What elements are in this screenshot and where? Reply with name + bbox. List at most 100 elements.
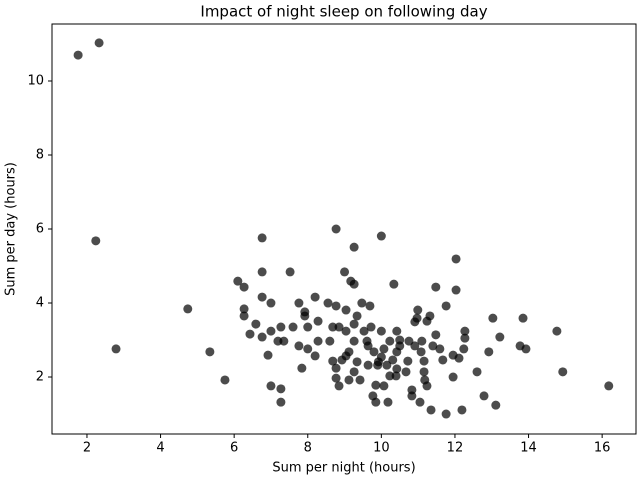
point: [334, 322, 344, 332]
point: [331, 301, 341, 311]
y-tick-label: 6: [36, 222, 44, 237]
x-tick-label: 2: [83, 441, 91, 456]
x-tick-label: 8: [304, 441, 312, 456]
point: [355, 375, 365, 385]
point: [479, 391, 489, 401]
point: [425, 311, 435, 321]
point: [366, 322, 376, 332]
point: [303, 344, 313, 354]
point: [417, 336, 427, 346]
point: [294, 298, 304, 308]
point: [266, 326, 276, 336]
point: [294, 341, 304, 351]
point: [257, 233, 267, 243]
point: [521, 344, 531, 354]
point: [331, 363, 341, 373]
point: [297, 363, 307, 373]
point: [441, 409, 451, 419]
point: [239, 282, 249, 292]
point: [313, 316, 323, 326]
point: [73, 50, 83, 60]
point: [376, 231, 386, 241]
x-tick-label: 10: [373, 441, 390, 456]
point: [415, 397, 425, 407]
point: [407, 385, 417, 395]
point: [460, 326, 470, 336]
point: [472, 367, 482, 377]
x-tick-label: 4: [156, 441, 164, 456]
point: [328, 322, 338, 332]
point: [276, 384, 286, 394]
point: [388, 355, 398, 365]
point: [300, 307, 310, 317]
point: [266, 298, 276, 308]
point: [111, 344, 121, 354]
point: [457, 405, 467, 415]
point: [239, 311, 249, 321]
point: [328, 356, 338, 366]
point: [385, 371, 395, 381]
point: [451, 285, 461, 295]
x-tick-label: 6: [230, 441, 238, 456]
point: [357, 298, 367, 308]
point: [359, 326, 369, 336]
point: [239, 304, 249, 314]
point: [413, 305, 423, 315]
point: [91, 236, 101, 246]
point: [459, 344, 469, 354]
point: [257, 332, 267, 342]
point: [257, 292, 267, 302]
point: [426, 405, 436, 415]
point: [257, 267, 267, 277]
point: [403, 356, 413, 366]
y-tick-label: 8: [36, 147, 44, 162]
x-tick-label: 12: [447, 441, 464, 456]
point: [303, 322, 313, 332]
plot-area: [73, 38, 614, 419]
point: [392, 364, 402, 374]
point: [371, 380, 381, 390]
point: [379, 381, 389, 391]
point: [276, 397, 286, 407]
point: [285, 267, 295, 277]
point: [448, 372, 458, 382]
point: [349, 367, 359, 377]
point: [279, 336, 289, 346]
point: [392, 326, 402, 336]
point: [263, 350, 273, 360]
point: [352, 311, 362, 321]
x-tick-label: 16: [594, 441, 611, 456]
point: [94, 38, 104, 48]
point: [431, 330, 441, 340]
point: [518, 313, 528, 323]
point: [491, 400, 501, 410]
point: [220, 375, 230, 385]
y-tick-label: 4: [36, 296, 44, 311]
point: [451, 254, 461, 264]
point: [552, 326, 562, 336]
point: [334, 381, 344, 391]
point: [363, 341, 373, 351]
point: [340, 267, 350, 277]
point: [495, 332, 505, 342]
point: [428, 341, 438, 351]
point: [266, 381, 276, 391]
point: [389, 279, 399, 289]
y-axis-label: Sum per day (hours): [4, 162, 19, 296]
point: [323, 298, 333, 308]
point: [349, 242, 359, 252]
y-tick-label: 2: [36, 370, 44, 385]
point: [382, 360, 392, 370]
point: [276, 322, 286, 332]
point: [205, 347, 215, 357]
point: [310, 351, 320, 361]
point: [558, 367, 568, 377]
point: [419, 367, 429, 377]
point: [325, 336, 335, 346]
point: [395, 341, 405, 351]
point: [379, 344, 389, 354]
point: [310, 292, 320, 302]
x-tick-label: 14: [520, 441, 537, 456]
point: [363, 360, 373, 370]
